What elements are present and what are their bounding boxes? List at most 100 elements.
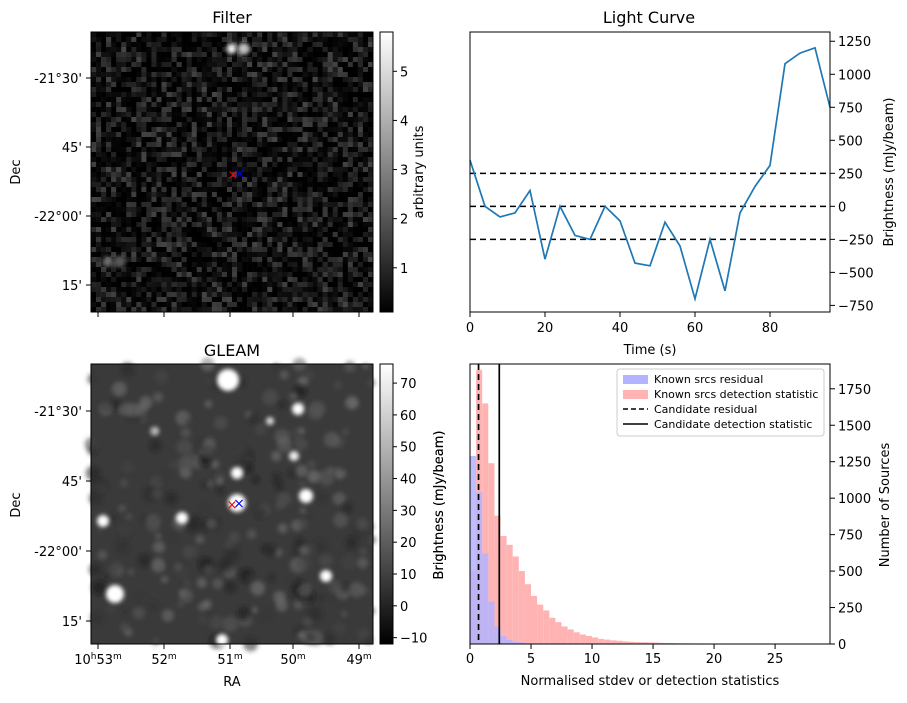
filter-pixel xyxy=(353,62,358,67)
filter-pixel xyxy=(313,222,318,227)
lightcurve-ytick-label: −750 xyxy=(838,299,874,314)
filter-pixel xyxy=(318,82,323,87)
filter-pixel xyxy=(333,82,338,87)
filter-pixel xyxy=(313,232,318,237)
filter-pixel xyxy=(338,192,343,197)
filter-pixel xyxy=(187,92,192,97)
filter-pixel xyxy=(348,157,353,162)
filter-pixel xyxy=(126,137,131,142)
filter-pixel xyxy=(126,92,131,97)
filter-pixel xyxy=(262,247,267,252)
histogram-bar xyxy=(549,618,555,644)
gleam-noise-blob xyxy=(255,505,268,518)
filter-pixel xyxy=(318,257,323,262)
filter-pixel xyxy=(126,132,131,137)
filter-pixel xyxy=(257,67,262,72)
filter-pixel xyxy=(338,187,343,192)
filter-pixel xyxy=(308,107,313,112)
filter-pixel xyxy=(267,187,272,192)
filter-pixel xyxy=(207,302,212,307)
filter-pixel xyxy=(106,242,111,247)
gleam-source xyxy=(299,489,313,503)
filter-pixel xyxy=(141,92,146,97)
filter-pixel xyxy=(313,197,318,202)
filter-pixel xyxy=(323,292,328,297)
filter-pixel xyxy=(172,117,177,122)
filter-pixel xyxy=(172,302,177,307)
filter-pixel xyxy=(116,302,121,307)
filter-pixel xyxy=(277,177,282,182)
filter-pixel xyxy=(101,127,106,132)
filter-pixel xyxy=(187,137,192,142)
filter-pixel xyxy=(343,237,348,242)
filter-pixel xyxy=(187,122,192,127)
filter-pixel xyxy=(348,67,353,72)
filter-pixel xyxy=(313,302,318,307)
filter-pixel xyxy=(338,142,343,147)
filter-pixel xyxy=(353,302,358,307)
filter-pixel xyxy=(247,212,252,217)
filter-pixel xyxy=(182,77,187,82)
filter-pixel xyxy=(141,52,146,57)
filter-pixel xyxy=(177,242,182,247)
filter-pixel xyxy=(136,172,141,177)
filter-pixel xyxy=(363,192,368,197)
filter-pixel xyxy=(242,192,247,197)
filter-pixel xyxy=(262,282,267,287)
filter-pixel xyxy=(212,72,217,77)
filter-pixel xyxy=(338,132,343,137)
filter-pixel xyxy=(338,262,343,267)
filter-pixel xyxy=(106,37,111,42)
colorbar-tick-label: 3 xyxy=(400,164,408,179)
filter-pixel xyxy=(172,67,177,72)
filter-pixel xyxy=(303,37,308,42)
filter-pixel xyxy=(141,217,146,222)
filter-pixel xyxy=(212,57,217,62)
filter-pixel xyxy=(156,107,161,112)
filter-pixel xyxy=(167,37,172,42)
filter-pixel xyxy=(202,167,207,172)
filter-pixel xyxy=(323,192,328,197)
filter-pixel xyxy=(156,47,161,52)
filter-pixel xyxy=(207,252,212,257)
filter-pixel xyxy=(267,282,272,287)
filter-pixel xyxy=(368,247,373,252)
filter-pixel xyxy=(217,52,222,57)
filter-pixel xyxy=(282,177,287,182)
filter-pixel xyxy=(292,177,297,182)
filter-pixel xyxy=(287,257,292,262)
filter-pixel xyxy=(333,262,338,267)
filter-pixel xyxy=(156,87,161,92)
filter-pixel xyxy=(338,222,343,227)
filter-pixel xyxy=(277,147,282,152)
filter-pixel xyxy=(287,87,292,92)
filter-pixel xyxy=(353,167,358,172)
filter-pixel xyxy=(182,177,187,182)
filter-pixel xyxy=(292,157,297,162)
filter-pixel xyxy=(368,277,373,282)
filter-pixel xyxy=(212,197,217,202)
filter-pixel xyxy=(358,182,363,187)
filter-pixel xyxy=(267,157,272,162)
filter-pixel xyxy=(101,177,106,182)
filter-pixel xyxy=(131,247,136,252)
filter-pixel xyxy=(126,152,131,157)
filter-pixel xyxy=(222,302,227,307)
filter-pixel xyxy=(303,217,308,222)
filter-pixel xyxy=(272,262,277,267)
filter-pixel xyxy=(212,212,217,217)
filter-pixel xyxy=(121,227,126,232)
filter-pixel xyxy=(156,132,161,137)
filter-pixel xyxy=(267,242,272,247)
filter-pixel xyxy=(96,152,101,157)
filter-pixel xyxy=(172,272,177,277)
gleam-noise-blob xyxy=(165,492,178,505)
filter-pixel xyxy=(141,37,146,42)
filter-pixel xyxy=(172,162,177,167)
filter-pixel xyxy=(227,197,232,202)
filter-pixel xyxy=(247,197,252,202)
filter-pixel xyxy=(192,287,197,292)
filter-pixel xyxy=(358,87,363,92)
colorbar-tick-label: 70 xyxy=(400,377,417,392)
filter-pixel xyxy=(91,132,96,137)
